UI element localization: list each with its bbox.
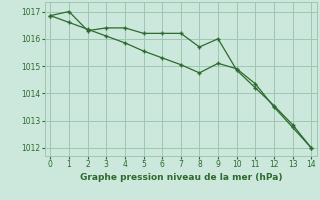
X-axis label: Graphe pression niveau de la mer (hPa): Graphe pression niveau de la mer (hPa) [80, 173, 282, 182]
